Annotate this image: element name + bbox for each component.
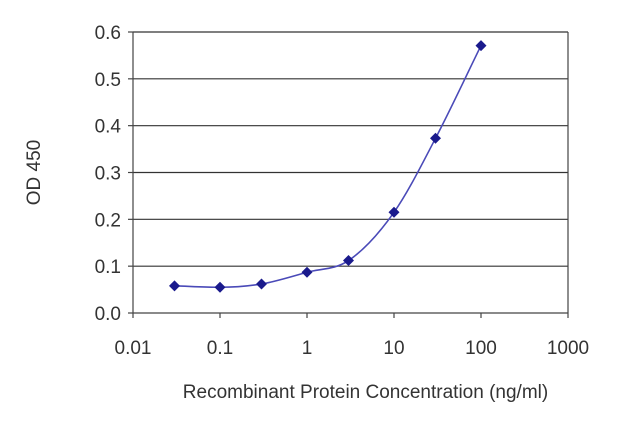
x-tick-label: 1000 [547, 338, 589, 359]
data-point [343, 255, 355, 267]
x-tick-label: 0.01 [115, 338, 152, 359]
axes [128, 31, 569, 318]
data-points [169, 40, 487, 293]
x-tick-label: 0.1 [207, 338, 233, 359]
data-point [475, 40, 487, 52]
gridlines [133, 31, 568, 267]
fit-curve [174, 45, 482, 289]
data-point [430, 132, 442, 144]
y-tick-label: 0.5 [95, 70, 121, 91]
x-axis-title: Recombinant Protein Concentration (ng/ml… [183, 382, 548, 403]
fit-curve-line [174, 45, 482, 289]
y-axis-title: OD 450 [24, 140, 45, 205]
x-tick-label: 10 [383, 338, 404, 359]
data-point [214, 281, 226, 293]
x-tick-label: 1 [302, 338, 313, 359]
data-point [388, 206, 400, 218]
tick-labels: 0.0 0.1 0.2 0.3 0.4 0.5 0.6 0.01 0.1 1 10 100 1000 [95, 23, 590, 359]
y-tick-label: 0.6 [95, 23, 121, 44]
data-point [256, 278, 268, 290]
y-tick-label: 0.3 [95, 164, 121, 185]
y-tick-label: 0.1 [95, 257, 121, 278]
data-point [301, 266, 313, 278]
x-tick-label: 100 [465, 338, 497, 359]
data-point [169, 280, 181, 292]
y-tick-label: 0.2 [95, 210, 121, 231]
y-tick-label: 0.4 [95, 117, 122, 138]
y-tick-label: 0.0 [95, 304, 121, 325]
